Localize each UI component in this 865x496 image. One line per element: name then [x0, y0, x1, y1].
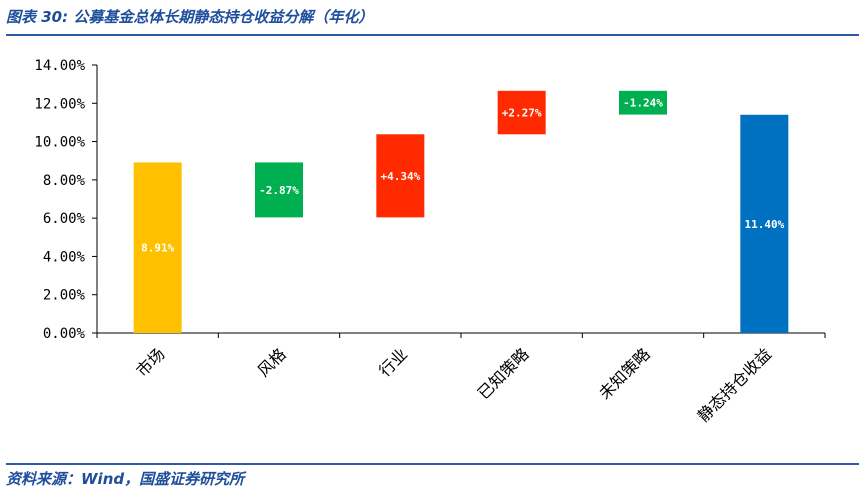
y-tick-label: 0.00% [43, 326, 86, 342]
category-label: 已知策略 [474, 344, 533, 403]
bar-2 [255, 162, 303, 218]
data-label: +4.34% [380, 170, 420, 183]
y-tick-label: 2.00% [43, 288, 86, 304]
waterfall-chart: 0.00% 2.00% 4.00% 6.00% 8.00% 10.00% 12.00% 14.… [34, 58, 826, 426]
category-label: 未知策略 [595, 344, 654, 403]
bar-6 [740, 114, 789, 334]
chart-title: 图表 30: 公募基金总体长期静态持仓收益分解（年化） [6, 8, 374, 26]
data-label: +2.27% [502, 107, 542, 120]
y-tick-label: 12.00% [34, 96, 85, 112]
chart-bars [133, 90, 789, 334]
data-label: 11.40% [744, 218, 784, 231]
category-label: 行业 [375, 344, 411, 380]
y-tick-label: 14.00% [34, 58, 85, 74]
bar-3 [376, 134, 425, 218]
data-label: -1.24% [623, 97, 663, 110]
bar-4 [497, 90, 546, 135]
data-label: 8.91% [141, 242, 174, 255]
category-label: 静态持仓收益 [694, 344, 775, 425]
source-note: 资料来源：Wind，国盛证券研究所 [6, 470, 245, 488]
y-tick-label: 4.00% [43, 249, 86, 265]
chart-axes: 0.00% 2.00% 4.00% 6.00% 8.00% 10.00% 12.00% 14.… [34, 58, 826, 342]
title-divider [6, 34, 859, 36]
category-label: 市场 [132, 344, 168, 380]
y-tick-label: 8.00% [43, 173, 86, 189]
data-label: -2.87% [259, 184, 299, 197]
y-tick-label: 10.00% [34, 135, 85, 151]
y-tick-label: 6.00% [43, 211, 86, 227]
chart-labels: 8.91% 市场 -2.87% 风格 +4.34% 行业 +2.27% 已知策略 -1.24% 未… [132, 97, 784, 426]
bar-1 [133, 162, 182, 333]
category-label: 风格 [254, 344, 290, 380]
source-divider [6, 463, 859, 465]
bar-5 [619, 90, 667, 115]
